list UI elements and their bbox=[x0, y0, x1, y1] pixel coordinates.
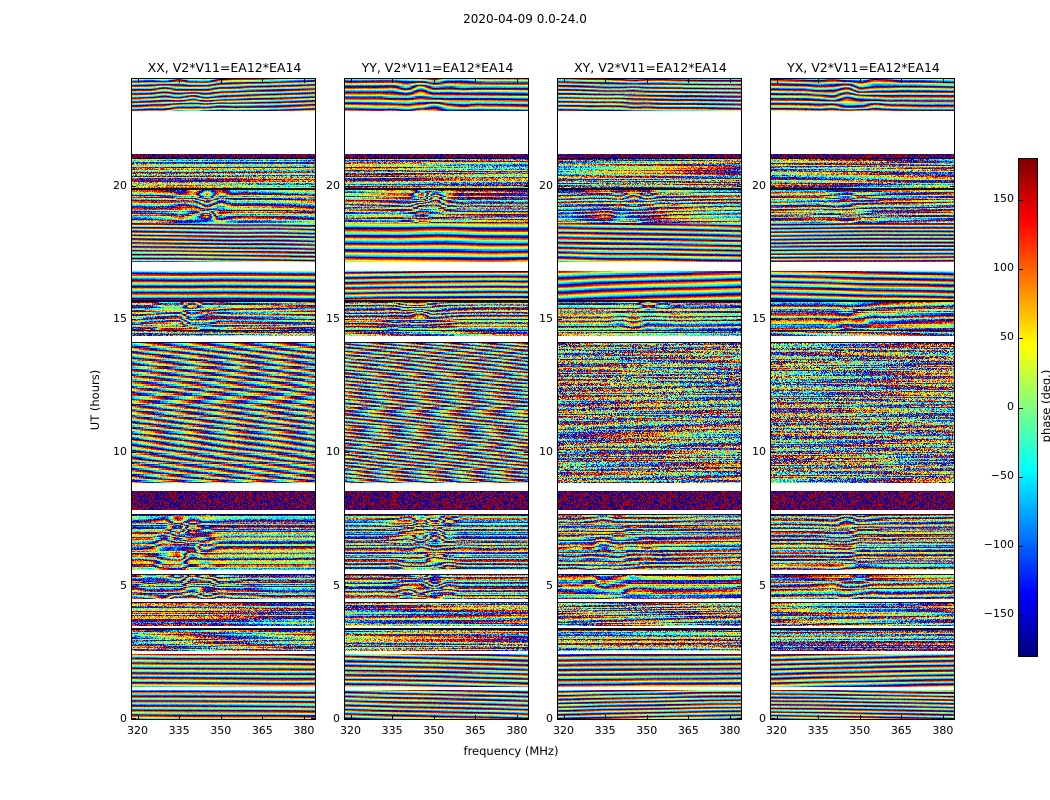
x-tick-label: 350 bbox=[423, 724, 445, 737]
y-tick-label: 5 bbox=[546, 578, 553, 592]
panel-yx-heatmap bbox=[771, 79, 954, 719]
x-tick-label: 350 bbox=[636, 724, 658, 737]
colorbar-gradient bbox=[1019, 159, 1037, 656]
x-tick-label: 365 bbox=[251, 724, 273, 737]
y-tick-label: 0 bbox=[546, 712, 553, 725]
x-tick-label: 335 bbox=[168, 724, 190, 737]
panel-yx-axes bbox=[770, 78, 955, 720]
panel-xy-axes bbox=[557, 78, 742, 720]
y-tick-label: 20 bbox=[752, 178, 766, 192]
colorbar bbox=[1018, 158, 1038, 657]
y-tick-label: 10 bbox=[752, 445, 766, 459]
x-tick-label: 335 bbox=[381, 724, 403, 737]
y-tick-label: 10 bbox=[539, 445, 553, 459]
panel-xx-title: XX, V2*V11=EA12*EA14 bbox=[147, 60, 302, 75]
panel-yy-title: YY, V2*V11=EA12*EA14 bbox=[361, 60, 514, 75]
panel-xx-heatmap bbox=[132, 79, 315, 719]
x-tick-label: 320 bbox=[553, 724, 575, 737]
y-tick-label: 15 bbox=[539, 312, 553, 325]
y-axis-label: UT (hours) bbox=[88, 369, 102, 431]
x-tick-label: 320 bbox=[340, 724, 362, 737]
colorbar-tick-label: 50 bbox=[1000, 330, 1014, 344]
y-tick-label: 20 bbox=[113, 178, 127, 192]
colorbar-tick-label: 100 bbox=[993, 261, 1014, 275]
y-tick-label: 20 bbox=[326, 178, 340, 192]
y-tick-label: 15 bbox=[326, 312, 340, 325]
y-tick-label: 5 bbox=[333, 578, 340, 592]
colorbar-tick-label: −50 bbox=[990, 468, 1014, 482]
colorbar-tick-label: −150 bbox=[983, 606, 1014, 620]
x-axis-label: frequency (MHz) bbox=[463, 744, 559, 758]
x-tick-label: 350 bbox=[849, 724, 871, 737]
x-tick-label: 380 bbox=[506, 724, 528, 737]
y-tick-label: 5 bbox=[120, 578, 127, 592]
panel-yy-heatmap bbox=[345, 79, 528, 719]
colorbar-tick-label: 150 bbox=[993, 192, 1014, 206]
colorbar-tick-label: 0 bbox=[1007, 399, 1014, 413]
x-tick-label: 380 bbox=[932, 724, 954, 737]
x-tick-label: 365 bbox=[464, 724, 486, 737]
panel-yx: YX, V2*V11=EA12*EA14 320 335 350 365 380 0 5 10… bbox=[752, 60, 957, 760]
y-tick-label: 10 bbox=[326, 445, 340, 459]
x-tick-label: 335 bbox=[807, 724, 829, 737]
y-tick-label: 15 bbox=[113, 312, 127, 325]
panel-xx-axes bbox=[131, 78, 316, 720]
x-tick-label: 380 bbox=[293, 724, 315, 737]
panel-yy: YY, V2*V11=EA12*EA14 320 335 350 365 380 0 5 10… bbox=[326, 60, 531, 760]
panel-xx: XX, V2*V11=EA12*EA14 320 335 350 365 380 0 5 10… bbox=[113, 60, 318, 760]
figure-title: 2020-04-09 0.0-24.0 bbox=[463, 12, 587, 26]
x-tick-label: 350 bbox=[210, 724, 232, 737]
panel-xy: XY, V2*V11=EA12*EA14 320 335 350 365 380 0 5 10… bbox=[539, 60, 744, 760]
x-tick-label: 380 bbox=[719, 724, 741, 737]
x-tick-label: 365 bbox=[890, 724, 912, 737]
x-tick-label: 365 bbox=[677, 724, 699, 737]
colorbar-tick-label: −100 bbox=[983, 537, 1014, 551]
y-tick-label: 0 bbox=[120, 712, 127, 725]
y-tick-label: 15 bbox=[752, 312, 766, 325]
panel-xy-heatmap bbox=[558, 79, 741, 719]
x-tick-label: 335 bbox=[594, 724, 616, 737]
panel-yx-title: YX, V2*V11=EA12*EA14 bbox=[787, 60, 940, 75]
y-tick-label: 0 bbox=[333, 712, 340, 725]
x-tick-label: 320 bbox=[766, 724, 788, 737]
y-tick-label: 10 bbox=[113, 445, 127, 459]
panel-yy-axes bbox=[344, 78, 529, 720]
y-tick-label: 20 bbox=[539, 178, 553, 192]
y-tick-label: 5 bbox=[759, 578, 766, 592]
y-tick-label: 0 bbox=[759, 712, 766, 725]
x-tick-label: 320 bbox=[127, 724, 149, 737]
panel-xy-title: XY, V2*V11=EA12*EA14 bbox=[574, 60, 727, 75]
colorbar-label: phase (deg.) bbox=[1039, 369, 1050, 443]
